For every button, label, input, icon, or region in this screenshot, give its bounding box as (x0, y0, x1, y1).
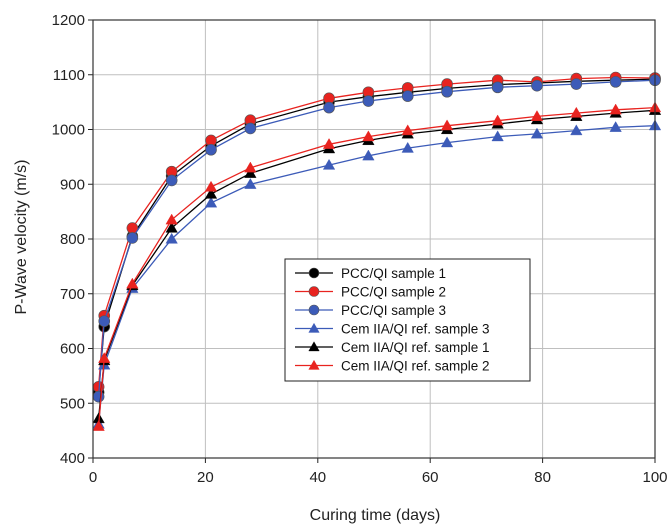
x-tick-label: 40 (309, 469, 326, 486)
triangle-marker (98, 352, 111, 363)
circle-marker (531, 79, 543, 92)
triangle-marker (244, 178, 257, 189)
circle-marker (126, 232, 139, 244)
circle-marker (441, 85, 453, 98)
y-tick-label: 400 (60, 450, 85, 467)
circle-marker (308, 267, 320, 279)
legend-label: Cem IIA/QI ref. sample 2 (341, 359, 490, 374)
legend-item: PCC/QI sample 1 (295, 266, 446, 281)
triangle-marker (609, 103, 622, 115)
legend-label: Cem IIA/QI ref. sample 1 (341, 340, 490, 355)
legend-box (284, 258, 531, 382)
series-6 (92, 101, 662, 431)
triangle-marker (165, 232, 178, 244)
circle-marker (308, 304, 320, 316)
legend-label: PCC/QI sample 3 (341, 303, 446, 318)
triangle-marker (322, 138, 336, 149)
triangle-marker (440, 119, 454, 131)
y-tick-label: 500 (60, 395, 85, 412)
triangle-marker (491, 114, 504, 126)
y-tick-label: 900 (60, 176, 85, 193)
circle-marker (491, 81, 504, 94)
y-tick-label: 700 (60, 286, 85, 303)
circle-marker (570, 78, 583, 90)
triangle-marker (308, 322, 320, 333)
x-tick-label: 20 (197, 469, 214, 486)
triangle-marker (244, 167, 257, 178)
triangle-marker (401, 141, 414, 153)
x-axis-title: Curing time (days) (310, 507, 441, 524)
series-layer (92, 71, 662, 431)
circle-marker (362, 95, 375, 107)
triangle-marker (204, 187, 218, 199)
circle-marker (308, 286, 320, 297)
circle-marker (98, 315, 111, 327)
y-tick-label: 800 (60, 231, 85, 248)
triangle-marker (308, 359, 320, 370)
legend-item: PCC/QI sample 2 (295, 285, 446, 300)
triangle-marker (126, 277, 139, 289)
triangle-marker (609, 121, 622, 132)
circle-marker (609, 76, 622, 88)
triangle-marker (530, 110, 544, 121)
triangle-marker (204, 196, 218, 208)
y-tick-label: 1100 (53, 67, 85, 84)
triangle-marker (308, 341, 320, 352)
x-tick-label: 60 (422, 469, 439, 486)
axes (88, 19, 656, 463)
legend-item: Cem IIA/QI ref. sample 3 (295, 322, 490, 337)
circle-marker (165, 174, 178, 187)
legend-label: PCC/QI sample 1 (341, 266, 446, 281)
y-tick-label: 1000 (52, 122, 85, 139)
circle-marker (323, 101, 335, 114)
x-tick-label: 100 (642, 469, 667, 486)
legend-item: PCC/QI sample 3 (295, 303, 446, 318)
legend: PCC/QI sample 1 PCC/QI sample 2 PCC/QI sam… (284, 258, 531, 382)
legend-label: Cem IIA/QI ref. sample 3 (341, 322, 490, 337)
triangle-marker (362, 130, 375, 142)
circle-marker (205, 143, 217, 156)
legend-label: PCC/QI sample 2 (341, 285, 446, 300)
triangle-marker (165, 221, 178, 233)
triangle-marker (530, 127, 544, 139)
triangle-marker (570, 124, 583, 136)
circle-marker (244, 122, 257, 135)
x-tick-label: 0 (89, 469, 97, 486)
triangle-marker (440, 136, 454, 148)
y-axis-title: P-Wave velocity (m/s) (13, 160, 30, 315)
triangle-marker (322, 158, 336, 170)
grid-lines (93, 20, 655, 458)
circle-marker (401, 90, 414, 102)
triangle-marker (92, 420, 105, 431)
triangle-marker (244, 161, 257, 173)
triangle-marker (204, 180, 218, 192)
y-tick-label: 600 (60, 341, 85, 358)
series-4 (92, 119, 662, 429)
series-2 (92, 71, 661, 393)
triangle-marker (362, 149, 375, 161)
plot-frame (92, 19, 656, 459)
triangle-marker (401, 124, 414, 136)
tick-labels: 400 500 600 700 800 900 1000 1100 1200 0 20 40 60 80 1… (52, 12, 667, 486)
circle-marker (92, 390, 105, 403)
legend-item: Cem IIA/QI ref. sample 2 (295, 359, 490, 374)
triangle-marker (570, 106, 583, 118)
legend-item: Cem IIA/QI ref. sample 1 (295, 340, 490, 355)
triangle-marker (491, 130, 504, 142)
x-tick-label: 80 (534, 469, 551, 486)
y-tick-label: 1200 (52, 12, 85, 29)
triangle-marker (165, 213, 178, 225)
